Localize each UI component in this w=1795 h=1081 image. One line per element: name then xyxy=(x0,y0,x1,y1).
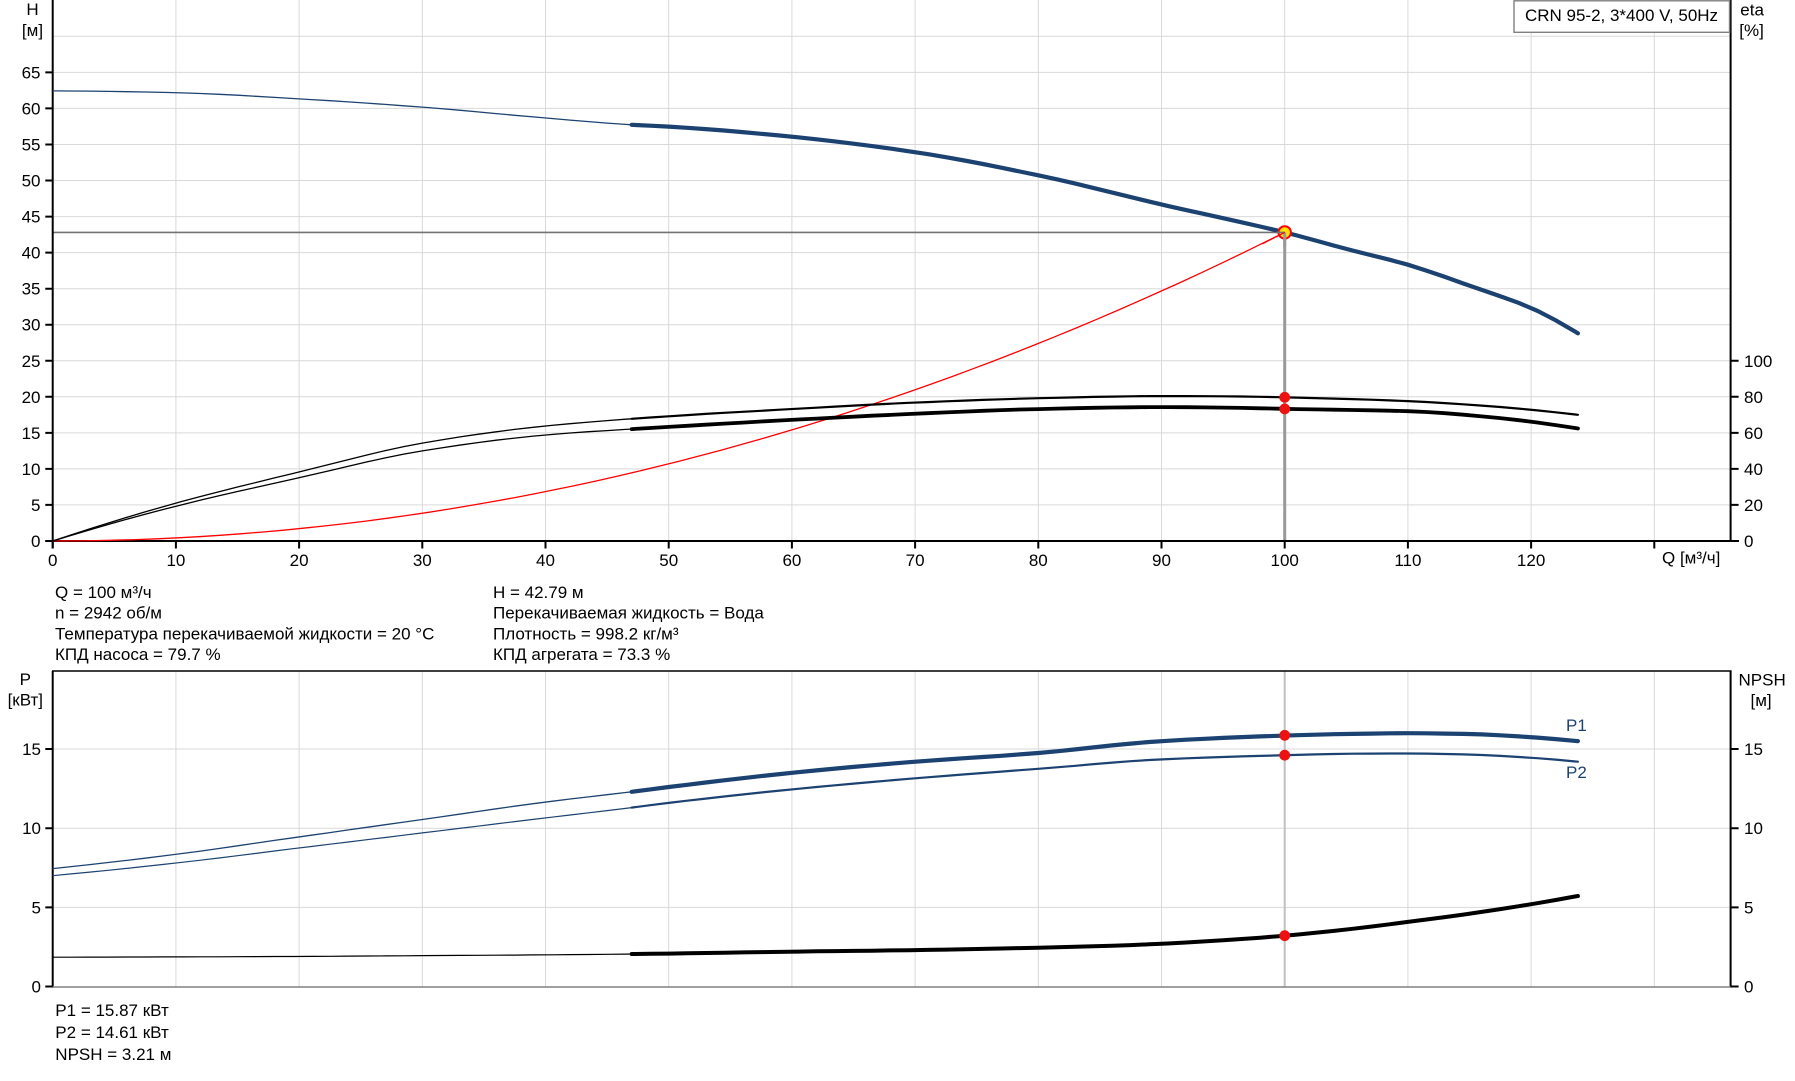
svg-text:90: 90 xyxy=(1152,551,1171,570)
svg-text:P1: P1 xyxy=(1566,716,1587,735)
svg-text:10: 10 xyxy=(22,460,41,479)
svg-text:КПД агрегата = 73.3 %: КПД агрегата = 73.3 % xyxy=(493,645,670,664)
svg-text:15: 15 xyxy=(22,740,41,759)
svg-text:10: 10 xyxy=(166,551,185,570)
svg-text:5: 5 xyxy=(32,898,41,917)
svg-text:H: H xyxy=(26,0,38,19)
svg-text:10: 10 xyxy=(1744,819,1763,838)
svg-text:Перекачиваемая жидкость = Вода: Перекачиваемая жидкость = Вода xyxy=(493,604,764,623)
svg-text:70: 70 xyxy=(906,551,925,570)
svg-text:100: 100 xyxy=(1744,352,1772,371)
svg-text:eta: eta xyxy=(1740,1,1764,20)
svg-text:60: 60 xyxy=(782,551,801,570)
svg-text:Плотность = 998.2 кг/м³: Плотность = 998.2 кг/м³ xyxy=(493,624,679,643)
svg-text:NPSH: NPSH xyxy=(1739,670,1786,689)
svg-text:20: 20 xyxy=(22,388,41,407)
svg-text:65: 65 xyxy=(22,63,41,82)
svg-text:80: 80 xyxy=(1029,551,1048,570)
svg-text:[м]: [м] xyxy=(22,21,43,40)
svg-text:15: 15 xyxy=(1744,740,1763,759)
svg-text:P2: P2 xyxy=(1566,763,1587,782)
svg-text:40: 40 xyxy=(22,244,41,263)
svg-text:55: 55 xyxy=(22,135,41,154)
svg-text:0: 0 xyxy=(48,551,57,570)
svg-text:15: 15 xyxy=(22,424,41,443)
svg-text:45: 45 xyxy=(22,208,41,227)
svg-text:5: 5 xyxy=(31,496,40,515)
svg-text:10: 10 xyxy=(22,819,41,838)
svg-text:60: 60 xyxy=(22,99,41,118)
svg-text:30: 30 xyxy=(413,551,432,570)
svg-text:110: 110 xyxy=(1394,551,1421,570)
svg-text:120: 120 xyxy=(1517,551,1545,570)
svg-text:P2 = 14.61 кВт: P2 = 14.61 кВт xyxy=(55,1023,169,1042)
svg-text:100: 100 xyxy=(1271,551,1299,570)
svg-text:40: 40 xyxy=(1744,460,1763,479)
svg-text:Температура перекачиваемой жид: Температура перекачиваемой жидкости = 20… xyxy=(55,624,434,643)
svg-text:0: 0 xyxy=(1744,532,1753,551)
svg-text:P1 = 15.87 кВт: P1 = 15.87 кВт xyxy=(55,1001,169,1020)
svg-text:H = 42.79 м: H = 42.79 м xyxy=(493,583,584,602)
svg-text:КПД насоса = 79.7 %: КПД насоса = 79.7 % xyxy=(55,645,221,664)
svg-text:0: 0 xyxy=(1744,978,1753,997)
svg-text:20: 20 xyxy=(290,551,309,570)
svg-text:[%]: [%] xyxy=(1739,21,1764,40)
svg-text:30: 30 xyxy=(22,316,41,335)
svg-text:Q = 100 м³/ч: Q = 100 м³/ч xyxy=(55,583,152,602)
svg-text:0: 0 xyxy=(32,978,41,997)
svg-text:35: 35 xyxy=(22,280,41,299)
svg-text:40: 40 xyxy=(536,551,555,570)
svg-text:[кВт]: [кВт] xyxy=(8,691,43,710)
svg-text:50: 50 xyxy=(22,172,41,191)
svg-text:20: 20 xyxy=(1744,496,1763,515)
svg-text:80: 80 xyxy=(1744,388,1763,407)
svg-text:P: P xyxy=(20,670,31,689)
svg-text:n = 2942 об/м: n = 2942 об/м xyxy=(55,604,162,623)
svg-text:CRN 95-2, 3*400 V, 50Hz: CRN 95-2, 3*400 V, 50Hz xyxy=(1525,6,1718,25)
svg-text:60: 60 xyxy=(1744,424,1763,443)
svg-text:5: 5 xyxy=(1744,898,1753,917)
svg-text:0: 0 xyxy=(31,532,40,551)
svg-text:[м]: [м] xyxy=(1751,691,1772,710)
svg-text:Q [м³/ч]: Q [м³/ч] xyxy=(1662,549,1720,568)
svg-text:NPSH = 3.21 м: NPSH = 3.21 м xyxy=(55,1045,171,1064)
svg-text:25: 25 xyxy=(22,352,41,371)
svg-text:50: 50 xyxy=(659,551,678,570)
